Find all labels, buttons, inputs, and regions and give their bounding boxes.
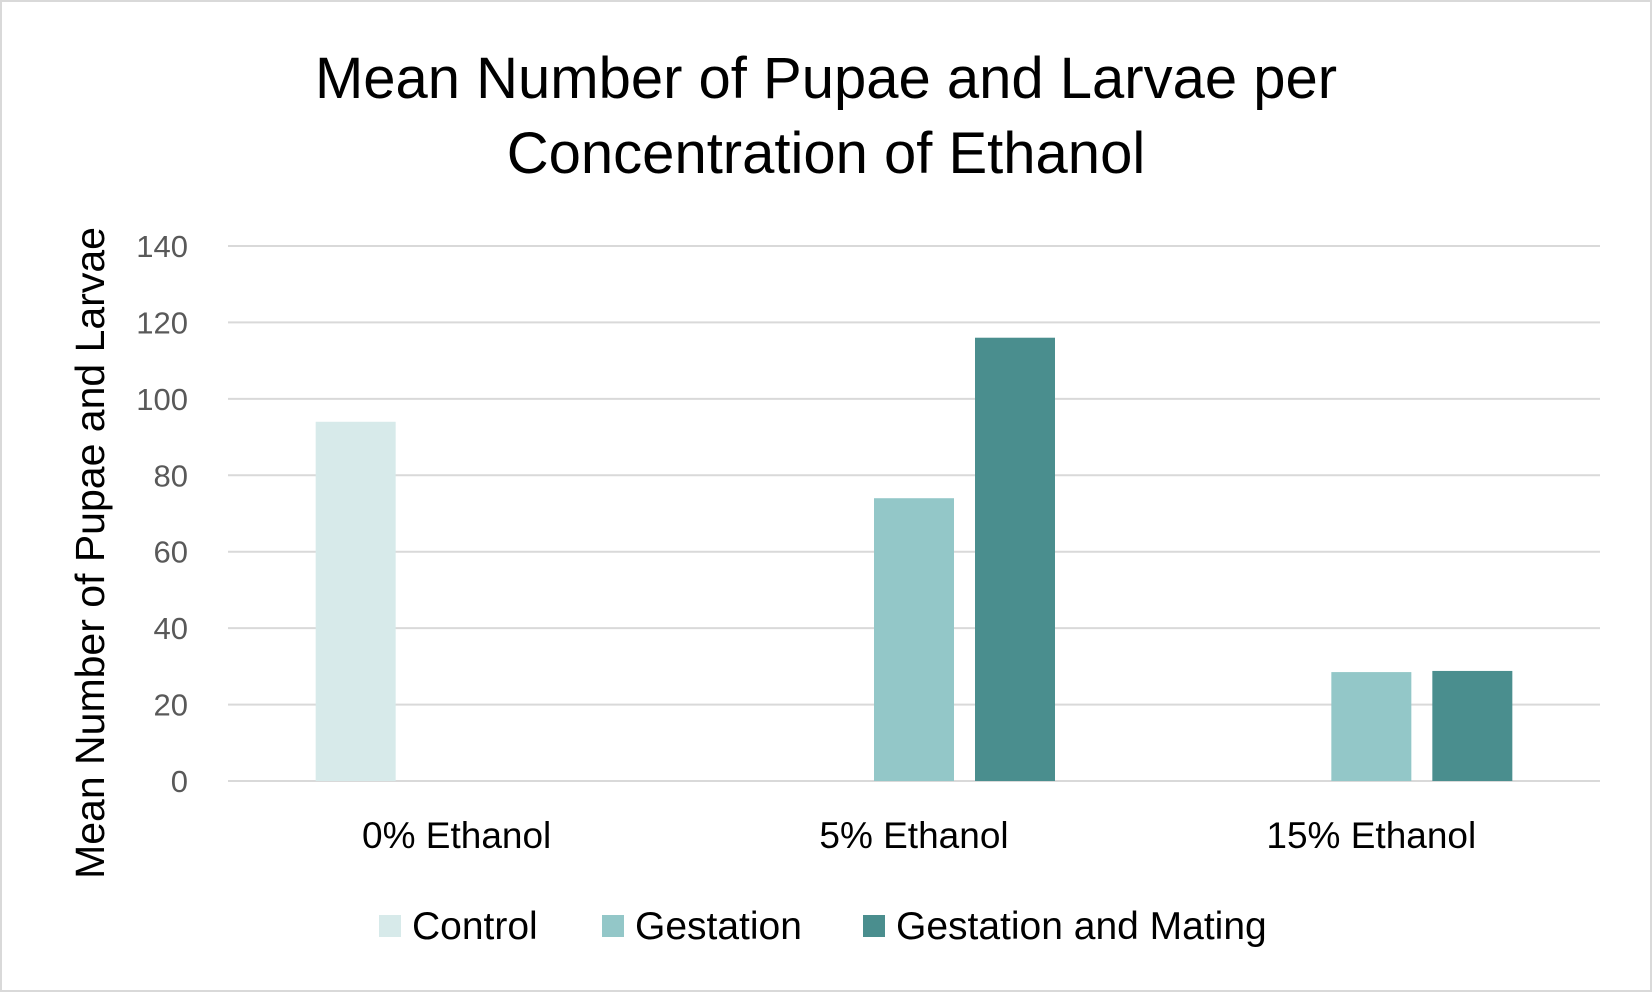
bars [315,337,1513,781]
y-tick-labels: 0 20 40 60 80 100 120 140 [136,229,188,799]
y-axis-label: Mean Number of Pupae and Larvae [67,227,113,879]
legend: Control Gestation Gestation and Mating [379,905,1267,948]
chart-title-line-2: Concentration of Ethanol [507,121,1145,186]
bar [315,421,396,781]
legend-label: Control [412,905,538,948]
legend-label: Gestation [635,905,802,948]
legend-swatch [602,915,624,937]
chart-title-line-1: Mean Number of Pupae and Larvae per [315,46,1337,111]
y-tick-label: 80 [154,458,188,493]
y-tick-label: 0 [171,764,188,799]
x-tick-labels: 0% Ethanol 5% Ethanol 15% Ethanol [362,815,1476,856]
legend-label: Gestation and Mating [896,905,1267,948]
y-tick-label: 100 [136,382,188,417]
bar [874,498,954,781]
y-tick-label: 60 [154,535,188,570]
x-tick-label: 0% Ethanol [362,815,551,856]
x-tick-label: 15% Ethanol [1266,815,1476,856]
bar [1331,672,1412,781]
bar [1432,670,1513,781]
y-tick-label: 20 [154,688,188,723]
y-tick-label: 40 [154,611,188,646]
y-tick-label: 140 [136,229,188,264]
legend-swatch [863,915,885,937]
legend-swatch [379,915,401,937]
bar [975,337,1055,781]
y-tick-label: 120 [136,305,188,340]
x-tick-label: 5% Ethanol [819,815,1008,856]
